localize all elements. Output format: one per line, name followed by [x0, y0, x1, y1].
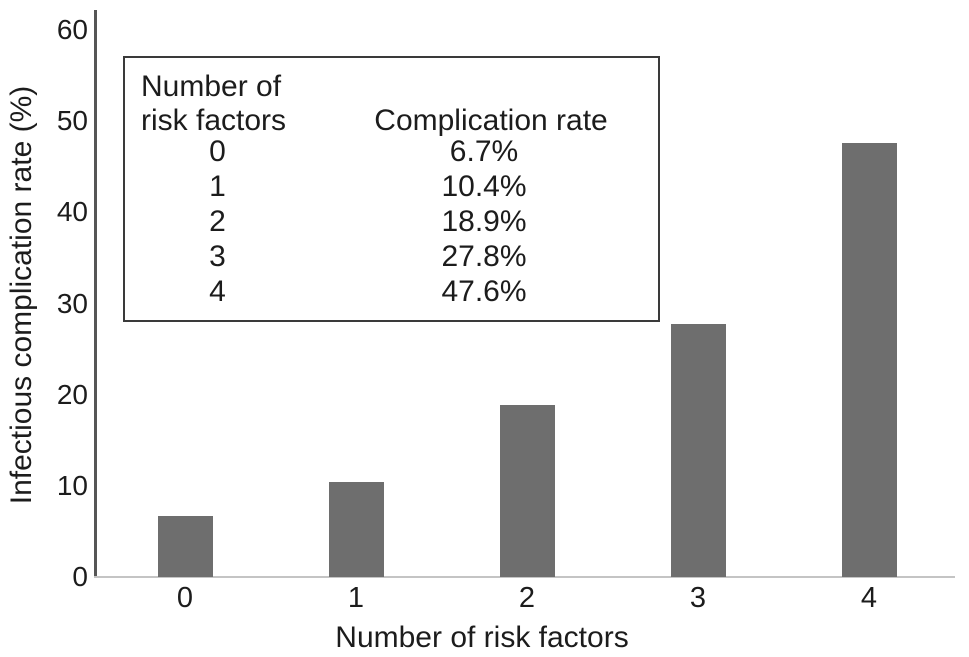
- inset-col1-header-line1: Number of: [141, 70, 282, 103]
- inset-cell-risk-factors: 2: [209, 205, 226, 238]
- x-axis-line: [94, 576, 955, 578]
- inset-table-row: 2 18.9%: [125, 204, 658, 239]
- bar-risk-2: [499, 404, 555, 577]
- inset-cell-risk-factors: 3: [209, 240, 226, 273]
- x-tick-label: 1: [347, 582, 365, 614]
- bar-risk-3: [670, 323, 726, 577]
- inset-table-rows: 0 6.7% 1 10.4% 2 18.9% 3 27.8% 4 47.6%: [125, 134, 658, 309]
- x-axis-title: Number of risk factors: [335, 621, 629, 654]
- inset-cell-complication-rate: 47.6%: [441, 275, 527, 308]
- inset-table-row: 3 27.8%: [125, 239, 658, 274]
- inset-col1-header-line2: risk factors: [141, 104, 287, 137]
- inset-cell-risk-factors: 1: [209, 170, 226, 203]
- x-tick-label: 2: [518, 582, 536, 614]
- y-tick-label: 60: [56, 14, 88, 45]
- bar-risk-4: [841, 143, 897, 577]
- y-tick-label: 50: [56, 105, 88, 137]
- y-tick-label: 0: [72, 561, 88, 592]
- bar-risk-1: [328, 482, 384, 577]
- inset-cell-complication-rate: 6.7%: [449, 135, 519, 168]
- y-tick-label: 20: [56, 378, 88, 410]
- inset-table-row: 4 47.6%: [125, 274, 658, 309]
- y-tick-label: 40: [56, 196, 88, 228]
- inset-table: Number of risk factors Complication rate…: [123, 56, 660, 322]
- inset-cell-risk-factors: 4: [209, 275, 226, 308]
- x-tick-label: 3: [689, 582, 707, 614]
- x-tick-label: 4: [860, 582, 878, 614]
- y-tick-label: 10: [56, 469, 88, 501]
- inset-col1-header: Number of risk factors: [141, 70, 361, 138]
- inset-table-row: 0 6.7%: [125, 134, 658, 169]
- inset-cell-complication-rate: 18.9%: [441, 205, 527, 238]
- inset-table-row: 1 10.4%: [125, 169, 658, 204]
- y-axis-line: [94, 10, 97, 578]
- x-tick-label: 0: [176, 582, 194, 614]
- bar-risk-0: [157, 515, 213, 577]
- inset-col2-header: Complication rate: [374, 104, 608, 137]
- y-tick-label: 30: [56, 287, 88, 319]
- inset-cell-complication-rate: 27.8%: [441, 240, 527, 273]
- inset-cell-complication-rate: 10.4%: [441, 170, 527, 203]
- inset-cell-risk-factors: 0: [209, 135, 226, 168]
